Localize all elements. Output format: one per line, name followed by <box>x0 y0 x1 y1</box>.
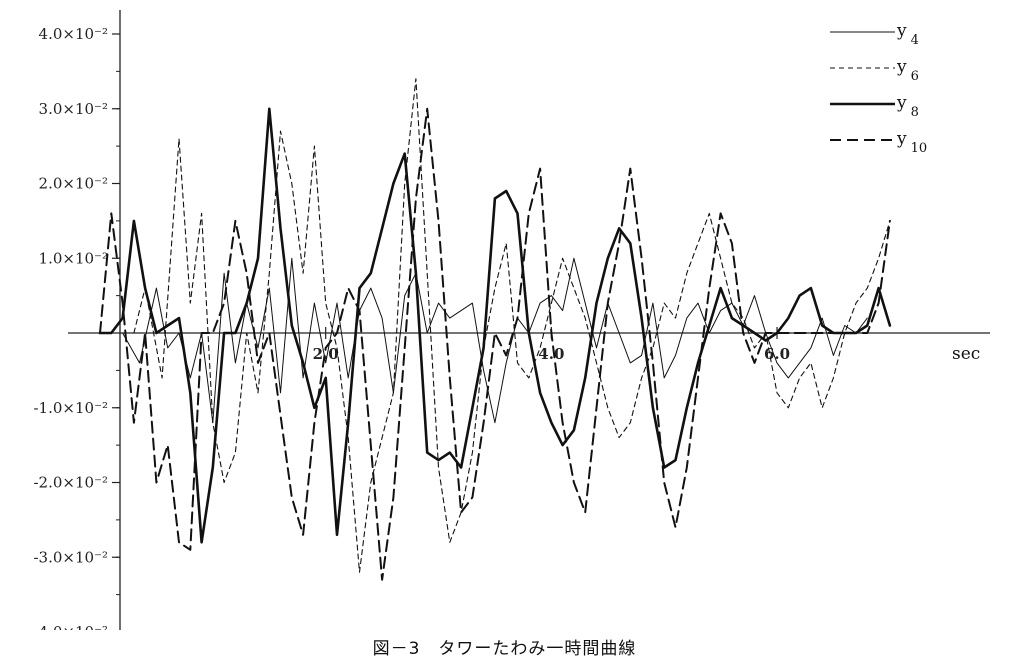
y-tick-label: 2.0×10⁻² <box>39 175 108 193</box>
x-tick-label: 6.0 <box>764 345 790 363</box>
legend-label-sub: 6 <box>911 69 919 84</box>
legend-label-base: y <box>896 21 907 41</box>
legend-label-y10: y 10 <box>896 129 927 156</box>
legend-label-sub: 10 <box>911 141 928 156</box>
series-line-y8 <box>98 107 892 544</box>
series-line-y10 <box>99 107 891 581</box>
chart-figure: 4.0×10⁻² 3.0×10⁻² 2.0×10⁻² 1.0×10⁻² -1.0×10⁻… <box>33 10 990 630</box>
y-tick-label: 4.0×10⁻² <box>39 25 108 43</box>
series-layer <box>98 78 892 581</box>
y-tick-label: -2.0×10⁻² <box>33 474 108 492</box>
figure-caption: 図－3 タワーたわみ一時間曲線 <box>372 639 637 659</box>
y-tick-label: -4.0×10⁻² <box>33 623 108 630</box>
x-tick-label: 2.0 <box>313 345 339 363</box>
axes: 4.0×10⁻² 3.0×10⁻² 2.0×10⁻² 1.0×10⁻² -1.0×10⁻… <box>33 10 990 630</box>
legend-label-base: y <box>896 129 907 149</box>
y-tick-label: 3.0×10⁻² <box>39 100 108 118</box>
y-tick-label: 1.0×10⁻² <box>39 249 108 267</box>
x-tick-label: 4.0 <box>538 345 564 363</box>
legend-label-base: y <box>896 93 907 113</box>
series-line-y4 <box>122 257 868 424</box>
legend-label-base: y <box>896 57 907 77</box>
legend-label-sub: 8 <box>911 105 919 120</box>
y-tick-label: -1.0×10⁻² <box>33 399 108 417</box>
legend: y 4y 6y 8y 10 <box>830 21 927 156</box>
series-line-y6 <box>133 78 891 573</box>
y-tick-label: -3.0×10⁻² <box>33 548 108 566</box>
legend-label-sub: 4 <box>911 33 919 48</box>
x-axis-unit: sec <box>952 344 980 364</box>
